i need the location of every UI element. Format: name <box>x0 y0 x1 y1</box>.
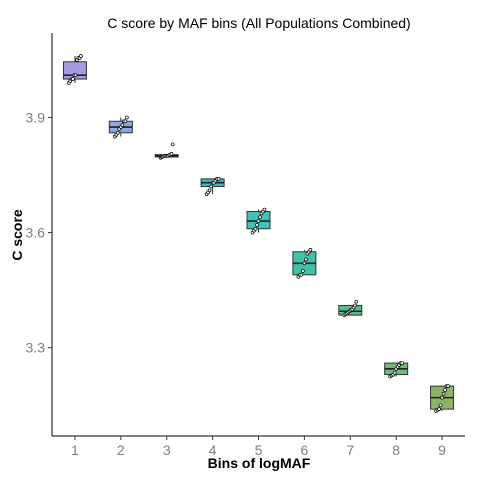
data-point <box>120 123 125 127</box>
y-ticks: 3.3 3.6 3.9 <box>26 109 52 356</box>
data-point <box>73 73 78 78</box>
data-point <box>71 77 75 81</box>
data-point <box>301 269 305 273</box>
data-point <box>400 361 405 365</box>
data-point <box>354 299 359 304</box>
data-point <box>437 407 441 411</box>
x-tick-label: 5 <box>255 442 263 458</box>
data-point <box>207 188 212 193</box>
data-point <box>441 391 446 396</box>
data-point <box>299 272 304 277</box>
x-tick-label: 2 <box>117 442 125 458</box>
x-tick-label: 3 <box>163 442 171 458</box>
data-point <box>308 248 313 252</box>
x-tick-label: 6 <box>300 442 308 458</box>
data-point <box>262 207 267 212</box>
data-point <box>123 119 128 124</box>
box-8 <box>384 361 409 379</box>
box-3 <box>154 142 179 160</box>
x-tick-label: 8 <box>392 442 400 458</box>
data-point <box>446 384 450 388</box>
y-tick-label: 3.9 <box>26 109 46 125</box>
data-point <box>79 54 83 58</box>
x-tick-label: 7 <box>346 442 354 458</box>
y-tick-label: 3.3 <box>26 340 46 356</box>
data-point <box>115 130 120 135</box>
box-6 <box>292 248 317 279</box>
data-point <box>392 370 397 375</box>
y-axis-title: C score <box>9 209 25 261</box>
box-5 <box>246 207 271 235</box>
data-point <box>216 176 221 181</box>
data-point <box>438 403 443 408</box>
data-point <box>353 303 357 308</box>
boxes-layer <box>62 54 455 413</box>
x-ticks: 1 2 3 4 5 6 7 8 9 <box>71 436 446 458</box>
box-2 <box>108 115 133 139</box>
data-point <box>304 257 308 262</box>
box-7 <box>338 299 363 317</box>
data-point <box>124 115 129 120</box>
chart-title: C score by MAF bins (All Populations Com… <box>107 15 410 31</box>
data-point <box>169 152 174 156</box>
data-point <box>440 395 444 400</box>
data-point <box>443 388 447 392</box>
box-4 <box>200 176 225 197</box>
x-tick-label: 4 <box>209 442 217 458</box>
data-point <box>256 219 261 223</box>
data-point <box>255 223 259 227</box>
data-point <box>170 142 175 147</box>
y-tick-label: 3.6 <box>26 225 46 241</box>
box-9 <box>430 384 455 413</box>
box-1 <box>62 54 87 85</box>
x-tick-label: 9 <box>438 442 446 458</box>
data-point <box>253 226 258 231</box>
x-axis-title: Bins of logMAF <box>208 455 311 471</box>
data-point <box>258 215 262 220</box>
data-point <box>302 261 307 266</box>
data-point <box>209 184 213 189</box>
x-tick-label: 1 <box>71 442 79 458</box>
